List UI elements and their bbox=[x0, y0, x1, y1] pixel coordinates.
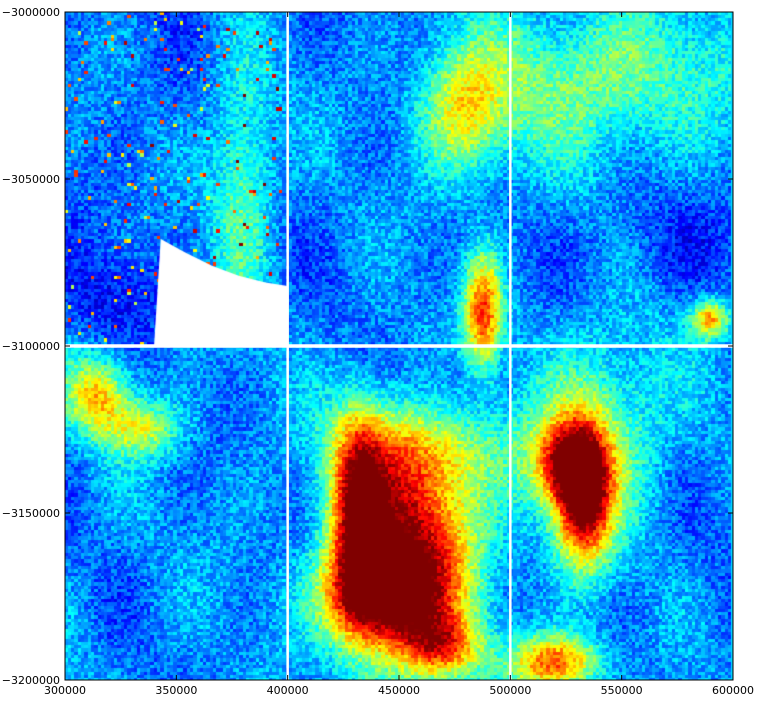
x-tick-label: 350000 bbox=[155, 684, 197, 697]
y-tick-label: −3100000 bbox=[2, 340, 60, 353]
x-tick-label: 600000 bbox=[712, 684, 754, 697]
x-tick-label: 400000 bbox=[267, 684, 309, 697]
y-tick-label: −3150000 bbox=[2, 507, 60, 520]
x-axis: 300000 350000 400000 450000 500000 550000 6000… bbox=[44, 12, 754, 697]
x-tick-label: 300000 bbox=[44, 684, 86, 697]
y-tick-label: −3200000 bbox=[2, 674, 60, 687]
x-tick-label: 550000 bbox=[601, 684, 643, 697]
y-axis: −3000000 −3050000 −3100000 −3150000 −3200000 bbox=[2, 6, 733, 687]
y-tick-label: −3000000 bbox=[2, 6, 60, 19]
tile-boundaries bbox=[65, 12, 733, 680]
x-tick-label: 450000 bbox=[378, 684, 420, 697]
x-tick-label: 500000 bbox=[489, 684, 531, 697]
y-tick-label: −3050000 bbox=[2, 173, 60, 186]
